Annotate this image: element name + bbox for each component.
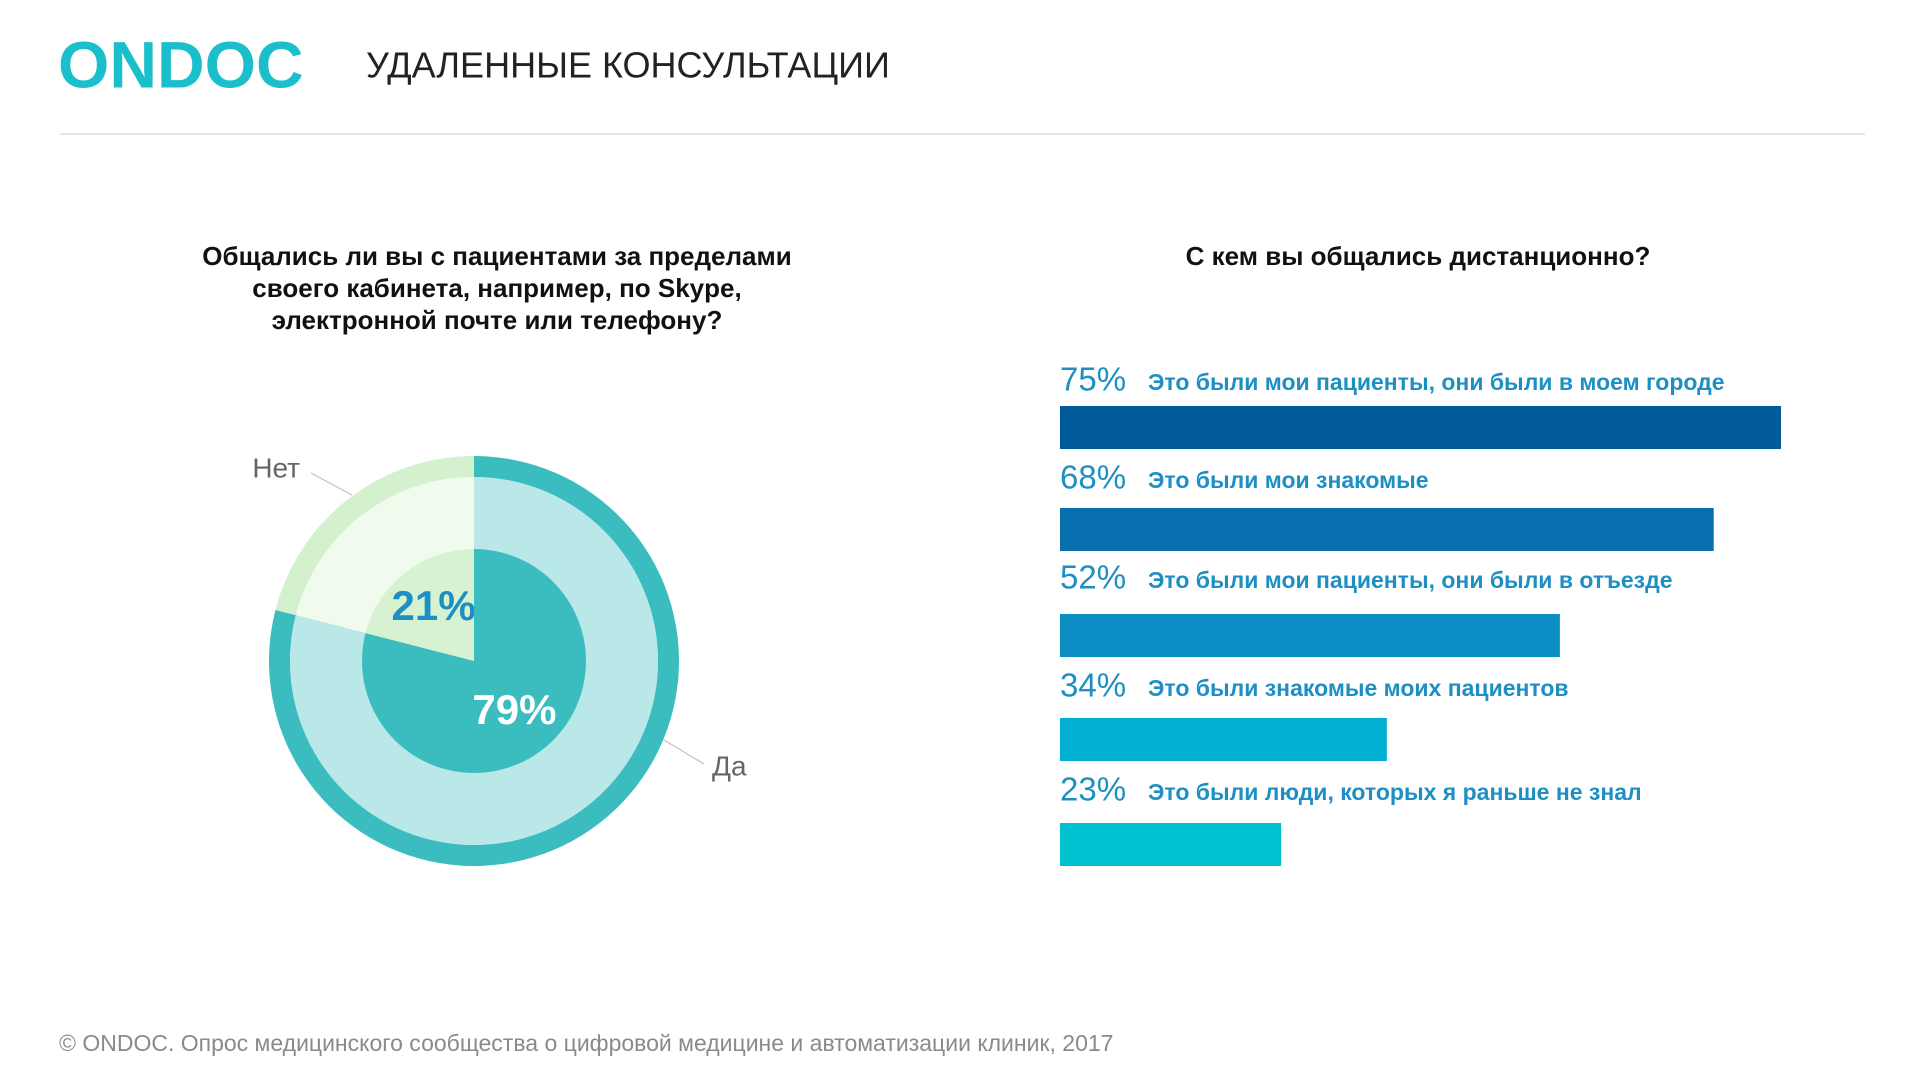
pie-slice-inner <box>365 549 474 661</box>
bar <box>1060 823 1282 866</box>
value-label: 52% <box>1060 559 1126 596</box>
pie-slice-outer <box>275 456 474 616</box>
value-label: 68% <box>1060 459 1126 496</box>
category-label: Да <box>712 750 747 781</box>
chart-title: С кем вы общались дистанционно? <box>1186 241 1651 271</box>
bar <box>1060 718 1387 761</box>
category-label: Это были знакомые моих пациентов <box>1148 675 1569 701</box>
value-label: 21% <box>392 582 476 629</box>
value-label: 23% <box>1060 771 1126 808</box>
pie-slice-inner <box>362 549 586 773</box>
leader-line <box>663 739 705 765</box>
category-label: Это были мои знакомые <box>1148 467 1429 493</box>
leader-line <box>310 472 353 496</box>
chart-title: электронной почте или телефону? <box>272 305 723 335</box>
header-title: УДАЛЕННЫЕ КОНСУЛЬТАЦИИ <box>366 45 890 86</box>
category-label: Это были мои пациенты, они были в отъезд… <box>1148 567 1673 593</box>
pie-slice-middle-tint <box>295 477 474 634</box>
bar <box>1060 508 1714 551</box>
pie-slice-middle-tint <box>290 477 658 845</box>
value-label: 79% <box>472 686 556 733</box>
chart-title: своего кабинета, например, по Skype, <box>252 273 741 303</box>
value-label: 34% <box>1060 667 1126 704</box>
category-label: Это были люди, которых я раньше не знал <box>1148 779 1642 805</box>
chart-title: Общались ли вы с пациентами за пределами <box>202 241 791 271</box>
category-label: Нет <box>252 452 300 483</box>
bar <box>1060 406 1781 449</box>
bar <box>1060 614 1560 657</box>
footer: © ONDOC. Опрос медицинского сообщества о… <box>59 1030 1113 1056</box>
value-label: 75% <box>1060 361 1126 398</box>
logo: ONDOC <box>58 27 304 101</box>
category-label: Это были мои пациенты, они были в моем г… <box>1148 369 1725 395</box>
